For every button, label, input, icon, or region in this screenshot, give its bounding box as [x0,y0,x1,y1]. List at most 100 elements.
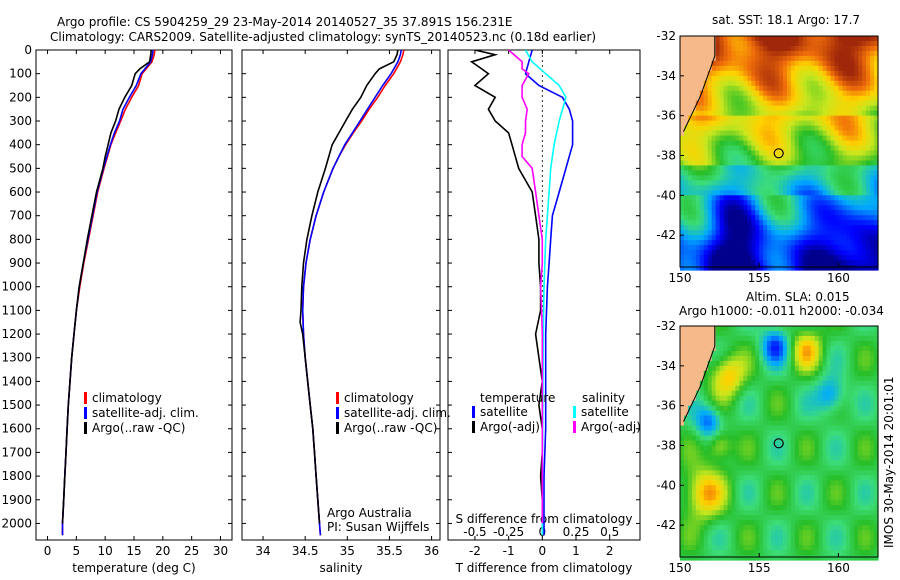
map-cell [834,370,839,377]
map-cell [735,240,740,246]
map-cell [731,535,737,541]
map-cell [779,55,784,62]
map-cell [846,390,851,397]
map-cell [794,65,800,72]
map-cell [747,235,752,241]
map-cell [719,85,725,92]
map-cell [775,350,780,357]
map-cell [810,205,816,211]
map-cell [699,215,705,221]
map-cell [850,480,855,486]
map-cell [767,500,772,506]
map-cell [822,110,828,117]
map-cell [763,220,768,226]
map-cell [751,465,756,471]
map-cell [755,220,760,226]
map-cell [850,255,855,261]
legend-temp-label: Argo(..raw -QC) [92,421,185,435]
map-cell [759,260,764,266]
map-cell [818,145,824,152]
map-cell [715,36,721,42]
map-cell [699,55,705,62]
map-cell [715,85,721,92]
map-cell [866,210,871,216]
map-cell [834,130,839,137]
map-cell [767,70,772,77]
map-cell [711,355,717,362]
map-cell [814,230,820,236]
map-cell [874,475,879,481]
map-cell [814,350,820,357]
map-cell [822,425,828,432]
map-cell [703,430,709,437]
map-cell [782,535,788,541]
map-cell [798,180,804,186]
map-cell [707,360,713,367]
map-cell [826,415,832,422]
map-cell [802,220,808,226]
map-cell [715,60,721,67]
map-cell [743,255,748,261]
map-cell [842,210,847,216]
map-cell [830,510,836,516]
map-cell [687,260,693,266]
map-cell [826,505,832,511]
map-cell [767,530,772,536]
map-cell [786,350,792,357]
map-cell [830,65,836,72]
map-cell [870,120,875,127]
map-cell [814,445,820,452]
map-cell [826,330,832,337]
map-cell [786,490,792,496]
map-cell [691,205,697,211]
map-cell [687,500,693,506]
map-cell [731,36,737,42]
map-cell [794,70,800,77]
map-cell [751,370,756,377]
map-cell [775,525,780,531]
map-cell [846,480,851,486]
map-cell [810,420,816,427]
map-cell [699,385,705,392]
map-cell [790,535,796,541]
map-cell [747,355,752,362]
map-cell [862,495,867,501]
map-cell [711,40,717,47]
map-cell [794,520,800,526]
map-cell [711,380,717,387]
map-cell [683,435,689,442]
map-cell [846,405,851,412]
map-cell [826,335,832,342]
map-cell [838,326,843,332]
map-cell [707,540,713,546]
map-cell [707,555,713,561]
map-cell [719,425,725,432]
map-cell [826,245,832,251]
map-cell [862,555,867,561]
map-ytick-label: -34 [656,69,676,83]
map-cell [842,125,847,132]
map-cell [715,500,721,506]
map-cell [703,95,709,102]
map-cell [715,365,721,372]
map-cell [854,485,859,491]
map-cell [870,36,875,42]
map-cell [794,115,800,122]
map-cell [755,230,760,236]
map-cell [802,140,808,147]
map-cell [751,360,756,367]
map-cell [683,335,689,342]
map-cell [858,150,863,157]
map-cell [850,525,855,531]
map-cell [703,85,709,92]
map-cell [798,495,804,501]
map-cell [731,435,737,442]
map-cell [699,375,705,382]
map-cell [786,170,792,176]
map-cell [858,345,863,352]
map-cell [834,225,839,231]
map-cell [830,490,836,496]
map-cell [707,445,713,452]
map-cell [870,465,875,471]
map-cell [798,405,804,412]
